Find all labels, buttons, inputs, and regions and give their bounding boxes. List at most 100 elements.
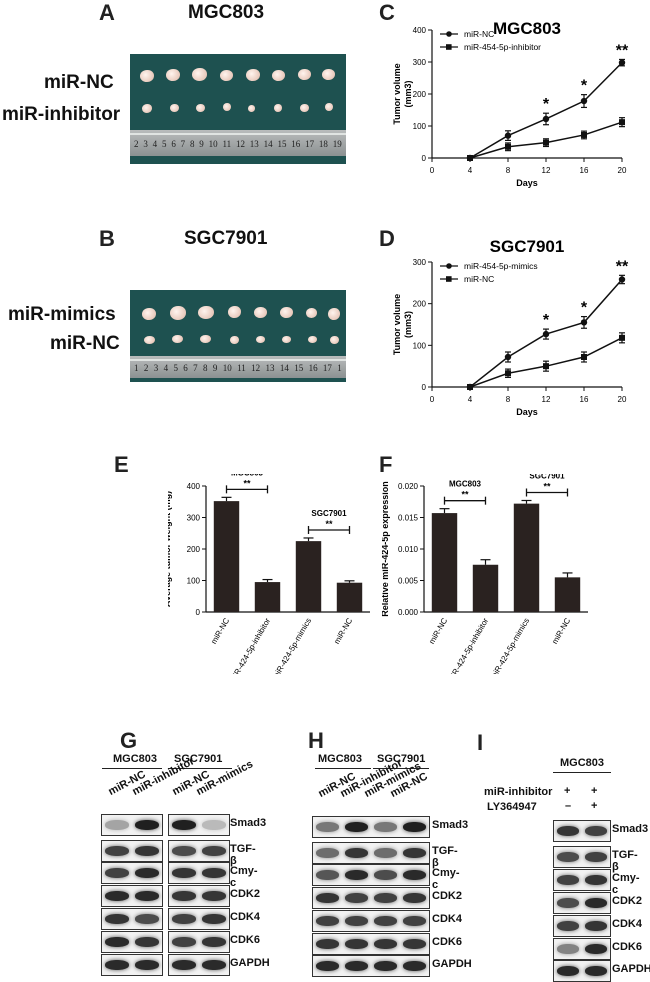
y-tick-label: 100 bbox=[413, 122, 427, 131]
data-point bbox=[542, 115, 550, 123]
significance-mark: ** bbox=[325, 519, 333, 529]
significance-mark: ** bbox=[616, 42, 629, 59]
legend-marker bbox=[446, 31, 452, 37]
tumor-sample bbox=[230, 336, 239, 344]
tumor-sample bbox=[200, 335, 211, 343]
protein-band bbox=[557, 898, 579, 908]
ruler-number: 2 bbox=[134, 139, 139, 149]
panel-letter-f: F bbox=[379, 452, 393, 477]
x-tick-label: miR-424-5p-inhibitor bbox=[228, 616, 272, 674]
ruler: 2 3 4 5 6 7 8 9 10 11 12 13 14 15 16 17 18 19 bbox=[130, 130, 346, 156]
protein-band bbox=[316, 939, 339, 949]
x-tick-label: miR-NC bbox=[209, 616, 231, 645]
legend-label: miR-NC bbox=[464, 29, 494, 39]
ruler-number: 6 bbox=[183, 363, 188, 373]
protein-band bbox=[202, 820, 226, 830]
tumor-sample bbox=[144, 336, 155, 344]
protein-label: Cmy-c bbox=[432, 867, 460, 891]
ruler-number: 6 bbox=[171, 139, 176, 149]
treatment-sign: + bbox=[591, 800, 598, 812]
legend-marker bbox=[446, 276, 452, 282]
x-tick-label: 20 bbox=[618, 166, 627, 175]
panel-b-title: SGC7901 bbox=[184, 228, 268, 249]
protein-band bbox=[585, 852, 607, 862]
tumor-sample bbox=[254, 307, 267, 318]
data-point bbox=[619, 334, 625, 341]
protein-label: TGF-β bbox=[230, 843, 256, 867]
ruler-number: 15 bbox=[277, 139, 287, 149]
y-tick-label: 0.000 bbox=[398, 608, 419, 617]
ruler-number: 1 bbox=[337, 363, 342, 373]
bar-chart-mir-expression: 0.000 0.005 0.010 0.015 0.020 Relative miR-42… bbox=[382, 474, 588, 675]
blot-strip bbox=[168, 885, 230, 907]
ruler-number: 2 bbox=[143, 363, 149, 373]
panel-a-row-label-1: miR-NC bbox=[44, 72, 114, 93]
x-tick-label: 8 bbox=[506, 395, 511, 404]
blot-strip bbox=[168, 954, 230, 976]
treatment-sign: + bbox=[564, 785, 571, 797]
tumor-sample bbox=[198, 306, 214, 319]
tumor-sample bbox=[274, 104, 282, 112]
x-tick-label: 0 bbox=[430, 395, 435, 404]
tumor-sample bbox=[282, 336, 291, 343]
protein-label: CDK6 bbox=[612, 941, 642, 953]
y-tick-label: 0 bbox=[422, 154, 427, 163]
y-tick-label: 0.020 bbox=[398, 482, 419, 491]
data-point bbox=[618, 59, 626, 66]
ruler-number: 12 bbox=[251, 363, 261, 373]
ruler-number: 4 bbox=[163, 363, 169, 373]
protein-band bbox=[202, 960, 226, 970]
protein-band bbox=[403, 822, 426, 832]
significance-mark: ** bbox=[543, 481, 551, 491]
ruler-number: 19 bbox=[332, 139, 342, 149]
blot-strip bbox=[168, 862, 230, 884]
protein-band bbox=[585, 826, 607, 836]
y-tick-label: 400 bbox=[187, 482, 201, 491]
ruler-number: 3 bbox=[153, 363, 159, 373]
blot-strip bbox=[553, 960, 611, 982]
protein-band bbox=[374, 870, 397, 880]
y-tick-label: 0.005 bbox=[398, 577, 419, 586]
blot-strip bbox=[168, 840, 230, 862]
protein-band bbox=[316, 961, 339, 971]
bar bbox=[431, 513, 458, 612]
protein-label: CDK6 bbox=[432, 936, 462, 948]
y-tick-label: 200 bbox=[187, 545, 201, 554]
y-axis-label: Average tumor weight (mg) bbox=[168, 491, 172, 607]
protein-band bbox=[135, 868, 159, 878]
protein-band bbox=[345, 961, 368, 971]
x-tick-label: miR-NC bbox=[550, 616, 572, 645]
protein-band bbox=[316, 893, 339, 903]
y-tick-label: 400 bbox=[413, 26, 427, 35]
tumor-sample bbox=[325, 103, 333, 111]
protein-band bbox=[345, 939, 368, 949]
protein-label: TGF-β bbox=[432, 845, 458, 869]
protein-label: CDK2 bbox=[432, 890, 462, 902]
x-tick-label: miR-NC bbox=[332, 616, 354, 645]
protein-band bbox=[202, 868, 226, 878]
blot-h-group-mgc803: MGC803 bbox=[318, 753, 363, 765]
ruler-number: 17 bbox=[322, 363, 332, 373]
treatment-label-ly364947: LY364947 bbox=[487, 801, 537, 813]
data-point bbox=[504, 132, 512, 139]
x-tick-label: miR-424-5p-mimics bbox=[489, 617, 531, 675]
ruler-number: 11 bbox=[237, 363, 246, 373]
panel-a-title: MGC803 bbox=[188, 2, 265, 23]
blot-strip bbox=[312, 816, 430, 838]
x-tick-label: miR-NC bbox=[427, 616, 449, 645]
ruler-number: 14 bbox=[279, 363, 289, 373]
bar bbox=[295, 541, 322, 612]
protein-band bbox=[172, 914, 196, 924]
ruler-number: 8 bbox=[203, 363, 208, 373]
group-underline bbox=[168, 768, 232, 769]
protein-band bbox=[172, 868, 196, 878]
tumor-photo-sgc7901: 1 2 3 4 5 6 7 8 9 10 11 12 13 14 15 16 17 1 bbox=[130, 290, 346, 382]
data-point bbox=[580, 319, 588, 326]
blot-strip bbox=[312, 887, 430, 909]
ruler-number: 10 bbox=[208, 139, 218, 149]
blot-strip bbox=[101, 814, 163, 836]
legend-marker bbox=[446, 44, 452, 50]
protein-label: TGF-β bbox=[612, 849, 638, 873]
tumor-sample bbox=[300, 104, 309, 112]
protein-label: Cmy-c bbox=[612, 872, 640, 896]
